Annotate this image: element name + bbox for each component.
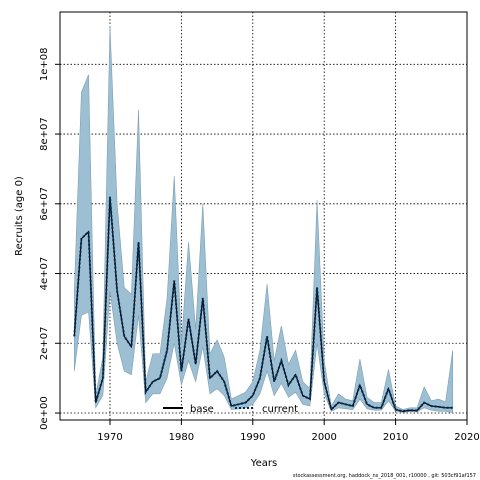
y-tick-label: 4e+07 xyxy=(39,257,50,291)
y-tick-label: 6e+07 xyxy=(39,187,50,221)
legend-label-current: current xyxy=(262,404,298,415)
x-tick-label: 2020 xyxy=(454,432,479,443)
confidence-band xyxy=(73,25,454,414)
y-tick-label: 2e+07 xyxy=(39,326,50,360)
footnote: stockassessment.org, haddock_ns_2018_001… xyxy=(293,473,476,479)
y-tick-label: 1e+08 xyxy=(39,47,50,81)
legend: base current xyxy=(163,404,298,415)
y-tick-label: 8e+07 xyxy=(39,117,50,151)
x-tick-label: 2010 xyxy=(383,432,408,443)
y-tick-label: 0e+00 xyxy=(39,396,50,430)
x-axis: 1970 1980 1990 2000 2010 2020 xyxy=(97,420,480,443)
x-tick-label: 1970 xyxy=(97,432,122,443)
x-tick-label: 1980 xyxy=(169,432,194,443)
legend-label-base: base xyxy=(190,404,214,415)
plot-frame xyxy=(59,11,468,421)
x-tick-label: 1990 xyxy=(240,432,265,443)
x-tick-label: 2000 xyxy=(311,432,336,443)
y-axis: 0e+00 2e+07 4e+07 6e+07 8e+07 1e+08 xyxy=(39,47,60,430)
series-current-line xyxy=(73,196,453,413)
y-axis-title: Recruits (age 0) xyxy=(14,176,25,256)
x-axis-title: Years xyxy=(250,458,277,469)
